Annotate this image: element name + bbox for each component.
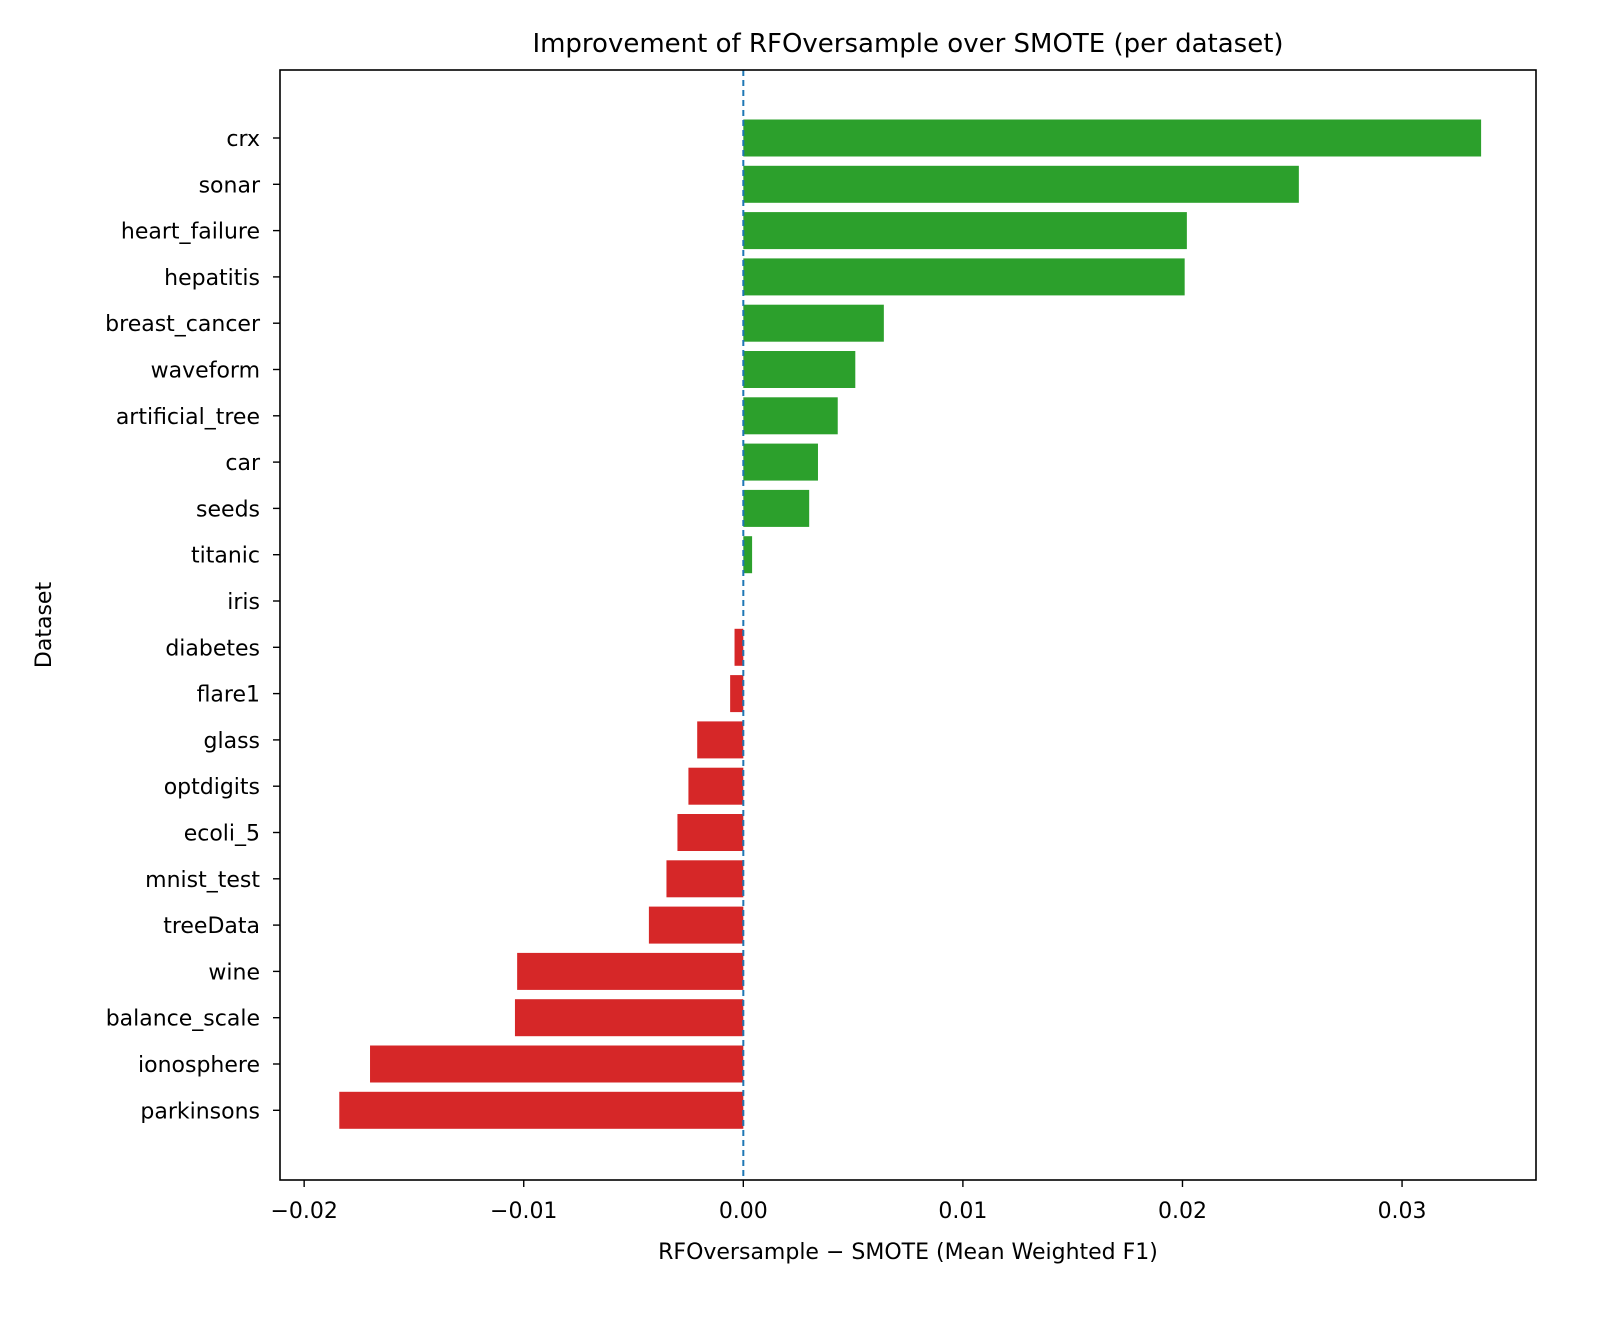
chart-title: Improvement of RFOversample over SMOTE (…: [532, 29, 1283, 59]
x-tick-label: 0.01: [938, 1199, 987, 1224]
y-tick-label: car: [225, 451, 261, 476]
bar-diabetes: [734, 628, 744, 666]
x-tick-label: 0.02: [1158, 1199, 1207, 1224]
y-tick-label: ecoli_5: [184, 822, 260, 847]
bar-treeData: [648, 906, 744, 944]
bar-breast_cancer: [743, 304, 884, 342]
y-tick-label: flare1: [197, 683, 260, 708]
x-tick-label: −0.02: [270, 1199, 337, 1224]
y-tick-label: mnist_test: [145, 868, 260, 893]
y-tick-label: breast_cancer: [105, 312, 261, 337]
y-tick-label: optdigits: [164, 775, 260, 800]
x-ticks-group: −0.02 −0.01 0.00 0.01 0.02 0.03: [270, 1180, 1427, 1224]
y-tick-label: hepatitis: [164, 266, 260, 291]
bar-glass: [697, 721, 744, 759]
bar-titanic: [743, 536, 753, 574]
y-tick-label: artificial_tree: [116, 405, 260, 430]
y-axis-label: Dataset: [32, 582, 57, 669]
plot-frame: [279, 69, 1537, 1181]
bar-sonar: [743, 165, 1299, 203]
y-tick-label: waveform: [151, 359, 260, 384]
bar-crx: [743, 119, 1482, 157]
y-tick-label: balance_scale: [106, 1007, 260, 1032]
bar-heart_failure: [743, 212, 1187, 250]
y-tick-label: sonar: [199, 173, 261, 198]
y-tick-label: parkinsons: [140, 1099, 260, 1124]
bar-flare1: [730, 675, 744, 713]
y-tick-label: diabetes: [165, 636, 260, 661]
bar-wine: [517, 952, 744, 990]
bar-parkinsons: [339, 1091, 744, 1129]
bars-group: [339, 119, 1482, 1129]
bar-car: [743, 443, 818, 481]
bar-hepatitis: [743, 258, 1185, 296]
y-tick-label: crx: [226, 127, 260, 152]
y-tick-label: glass: [204, 729, 260, 754]
x-tick-label: 0.00: [719, 1199, 768, 1224]
bar-ecoli_5: [677, 814, 744, 851]
bar-optdigits: [688, 767, 744, 805]
x-tick-label: 0.03: [1378, 1199, 1427, 1224]
x-axis-label: RFOversample − SMOTE (Mean Weighted F1): [658, 1240, 1158, 1265]
y-tick-label: titanic: [191, 544, 260, 569]
x-tick-label: −0.01: [490, 1199, 557, 1224]
y-tick-label: seeds: [196, 497, 260, 522]
y-tick-label: iris: [227, 590, 260, 615]
y-ticks-group: crx sonar heart_failure hepatitis breast_can…: [105, 127, 280, 1124]
bar-balance_scale: [514, 999, 744, 1037]
y-tick-label: ionosphere: [138, 1053, 260, 1078]
bar-ionosphere: [370, 1045, 744, 1083]
bar-artificial_tree: [743, 397, 838, 435]
bar-waveform: [743, 351, 856, 388]
y-tick-label: wine: [208, 960, 260, 985]
y-tick-label: heart_failure: [121, 220, 260, 245]
bar-mnist_test: [666, 860, 744, 898]
y-tick-label: treeData: [163, 914, 260, 939]
bar-seeds: [743, 489, 810, 527]
